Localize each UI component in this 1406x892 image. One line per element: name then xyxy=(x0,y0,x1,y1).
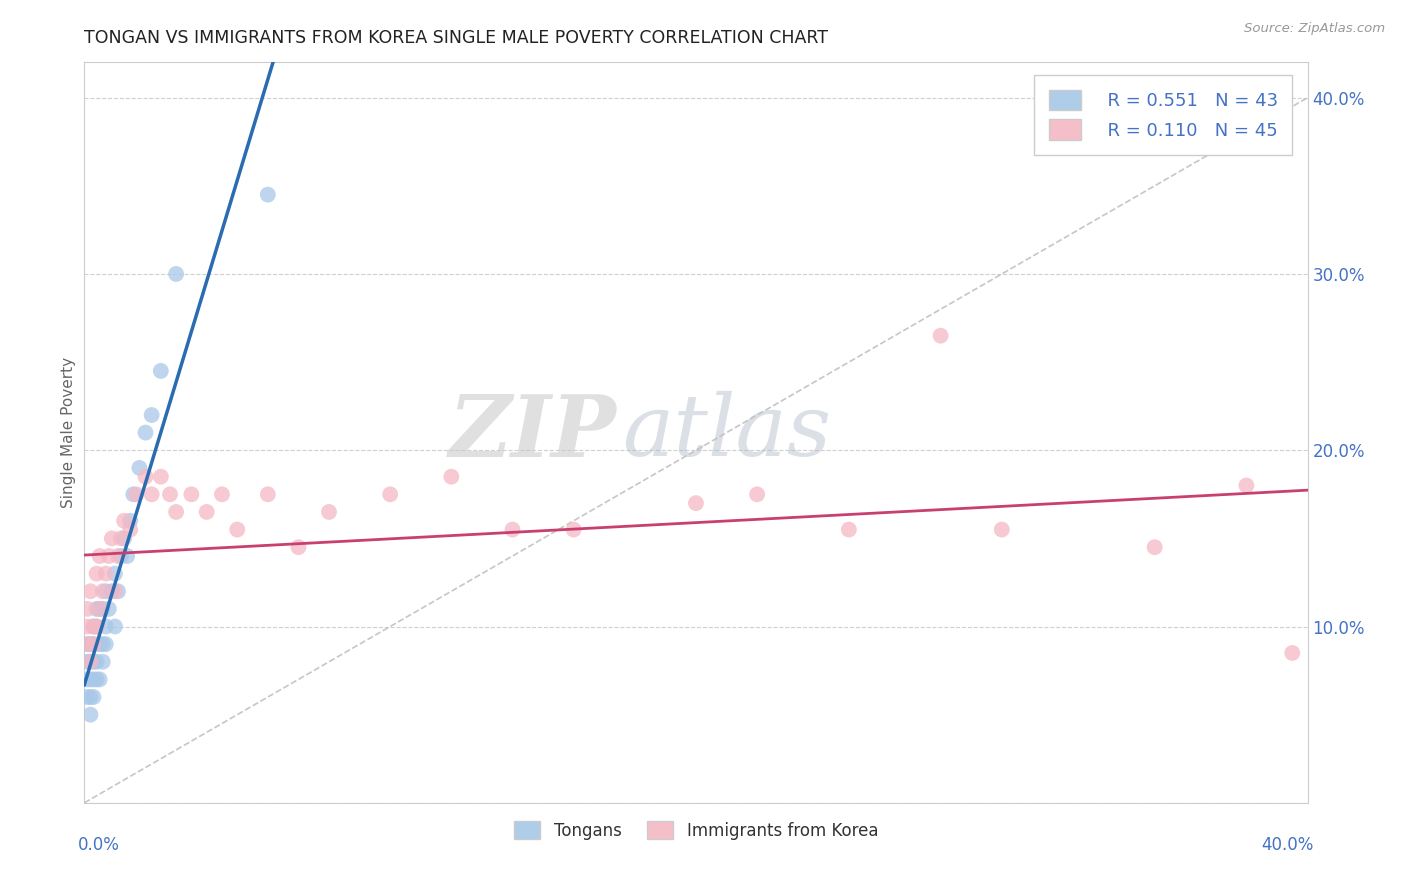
Point xyxy=(89,549,111,563)
Point xyxy=(318,505,340,519)
Point xyxy=(135,425,157,440)
Point xyxy=(97,549,120,563)
Point xyxy=(120,514,142,528)
Point xyxy=(94,619,117,633)
Point xyxy=(94,584,117,599)
Point xyxy=(89,602,111,616)
Point xyxy=(86,673,108,687)
Text: ZIP: ZIP xyxy=(449,391,616,475)
Point xyxy=(83,655,105,669)
Point xyxy=(1281,646,1303,660)
Point xyxy=(104,619,127,633)
Point xyxy=(747,487,769,501)
Point xyxy=(83,619,105,633)
Point xyxy=(94,637,117,651)
Point xyxy=(115,549,138,563)
Y-axis label: Single Male Poverty: Single Male Poverty xyxy=(60,357,76,508)
Point xyxy=(76,655,98,669)
Point xyxy=(76,690,98,704)
Point xyxy=(440,469,463,483)
Point xyxy=(287,540,309,554)
Point xyxy=(122,487,145,501)
Point xyxy=(165,267,187,281)
Point xyxy=(83,690,105,704)
Point xyxy=(94,566,117,581)
Point xyxy=(79,673,101,687)
Text: TONGAN VS IMMIGRANTS FROM KOREA SINGLE MALE POVERTY CORRELATION CHART: TONGAN VS IMMIGRANTS FROM KOREA SINGLE M… xyxy=(84,29,828,47)
Point xyxy=(101,584,124,599)
Point xyxy=(91,655,114,669)
Point xyxy=(79,584,101,599)
Point xyxy=(89,602,111,616)
Point xyxy=(149,364,172,378)
Point xyxy=(76,637,98,651)
Point xyxy=(180,487,202,501)
Point xyxy=(195,505,218,519)
Point xyxy=(502,523,524,537)
Point xyxy=(76,673,98,687)
Point xyxy=(86,566,108,581)
Text: Source: ZipAtlas.com: Source: ZipAtlas.com xyxy=(1244,22,1385,36)
Point xyxy=(685,496,707,510)
Point xyxy=(89,673,111,687)
Point xyxy=(101,532,124,546)
Point xyxy=(165,505,187,519)
Point xyxy=(1236,478,1258,492)
Point xyxy=(79,707,101,722)
Point xyxy=(159,487,181,501)
Point xyxy=(76,602,98,616)
Point xyxy=(79,655,101,669)
Text: atlas: atlas xyxy=(623,392,832,474)
Point xyxy=(141,408,163,422)
Point xyxy=(76,619,98,633)
Point xyxy=(1143,540,1166,554)
Point xyxy=(86,619,108,633)
Point xyxy=(83,637,105,651)
Point xyxy=(226,523,249,537)
Point xyxy=(135,469,157,483)
Point xyxy=(110,549,132,563)
Point xyxy=(76,637,98,651)
Point xyxy=(929,328,952,343)
Point xyxy=(257,487,280,501)
Point xyxy=(141,487,163,501)
Point xyxy=(991,523,1014,537)
Point xyxy=(211,487,233,501)
Point xyxy=(125,487,148,501)
Point xyxy=(110,532,132,546)
Point xyxy=(97,602,120,616)
Point xyxy=(91,602,114,616)
Legend: Tongans, Immigrants from Korea: Tongans, Immigrants from Korea xyxy=(508,814,884,847)
Point xyxy=(112,532,135,546)
Point xyxy=(838,523,860,537)
Point xyxy=(104,584,127,599)
Point xyxy=(79,637,101,651)
Point xyxy=(79,690,101,704)
Point xyxy=(83,637,105,651)
Point xyxy=(79,655,101,669)
Point xyxy=(107,584,129,599)
Point xyxy=(91,584,114,599)
Point xyxy=(562,523,585,537)
Point xyxy=(86,619,108,633)
Point xyxy=(89,637,111,651)
Point xyxy=(257,187,280,202)
Point xyxy=(104,566,127,581)
Text: 40.0%: 40.0% xyxy=(1261,836,1313,855)
Point xyxy=(83,673,105,687)
Point xyxy=(128,461,150,475)
Point xyxy=(91,637,114,651)
Point xyxy=(86,602,108,616)
Point xyxy=(149,469,172,483)
Point xyxy=(107,549,129,563)
Point xyxy=(83,619,105,633)
Text: 0.0%: 0.0% xyxy=(79,836,120,855)
Point xyxy=(86,655,108,669)
Point xyxy=(120,523,142,537)
Point xyxy=(112,514,135,528)
Point xyxy=(380,487,402,501)
